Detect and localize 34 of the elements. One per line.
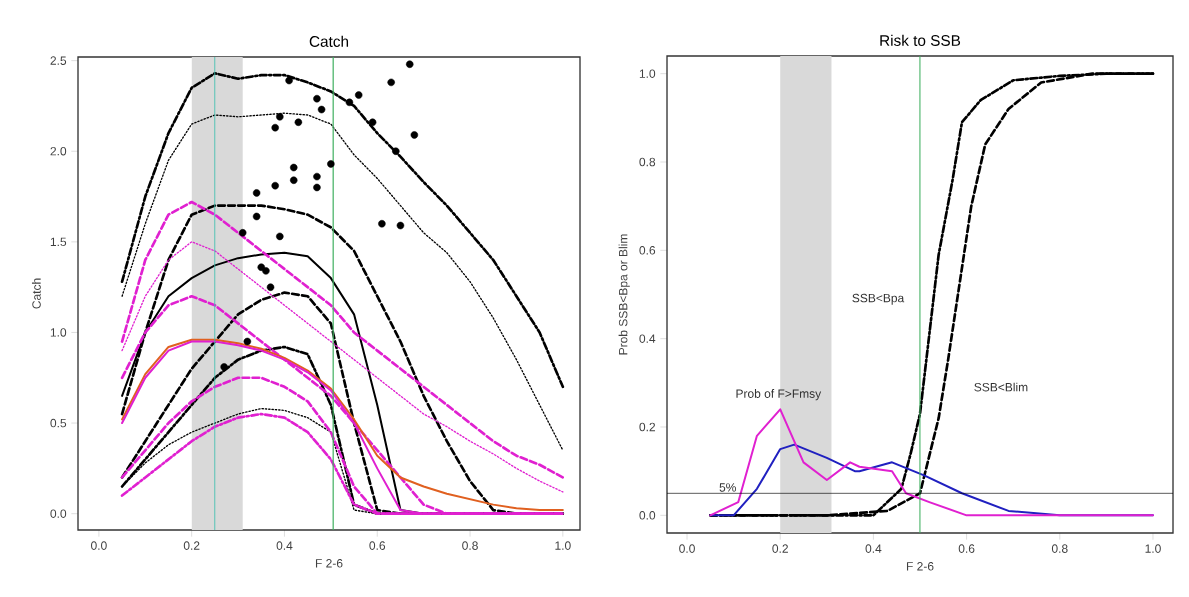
x-tick-label: 0.4 [276, 541, 293, 550]
y-tick-label: 0.6 [639, 246, 656, 255]
y-tick-label: 2.5 [50, 56, 67, 65]
chart-title: Catch [309, 35, 349, 47]
x-tick-label: 0.8 [462, 541, 478, 550]
y-axis-title: Catch [31, 278, 41, 309]
x-tick-label: 0.2 [183, 541, 200, 550]
annotation: Prob of F>Fmsy [736, 389, 822, 401]
y-tick-label: 0.0 [639, 511, 656, 520]
y-tick-label: 0.5 [50, 418, 67, 428]
x-tick-label: 0.2 [772, 544, 788, 553]
y-tick-label: 0.2 [639, 422, 656, 432]
x-tick-label: 0.6 [958, 544, 975, 553]
x-tick-label: 0.4 [865, 544, 882, 553]
y-tick-label: 1.0 [639, 69, 656, 78]
x-axis-title: F 2-6 [906, 562, 934, 571]
ref-line-label: 5% [719, 483, 736, 492]
y-tick-label: 0.0 [50, 509, 67, 518]
x-tick-label: 0.6 [369, 541, 386, 550]
y-tick-label: 2.0 [50, 146, 67, 156]
x-tick-label: 1.0 [555, 541, 571, 550]
annotation: SSB<Blim [974, 382, 1028, 392]
x-tick-label: 0.0 [91, 541, 107, 550]
x-tick-label: 0.0 [679, 544, 695, 553]
y-tick-label: 1.5 [50, 237, 67, 247]
annotation: SSB<Bpa [852, 293, 905, 305]
x-tick-label: 1.0 [1145, 544, 1161, 553]
x-axis-title: F 2-6 [315, 559, 343, 568]
y-tick-label: 0.8 [639, 157, 656, 167]
y-tick-label: 0.4 [639, 334, 656, 343]
chart-title: Risk to SSB [880, 34, 961, 46]
x-tick-label: 0.8 [1051, 544, 1068, 553]
y-axis-title: Prob SSB<Bpa or Blim [618, 234, 630, 355]
y-tick-label: 1.0 [50, 328, 67, 337]
